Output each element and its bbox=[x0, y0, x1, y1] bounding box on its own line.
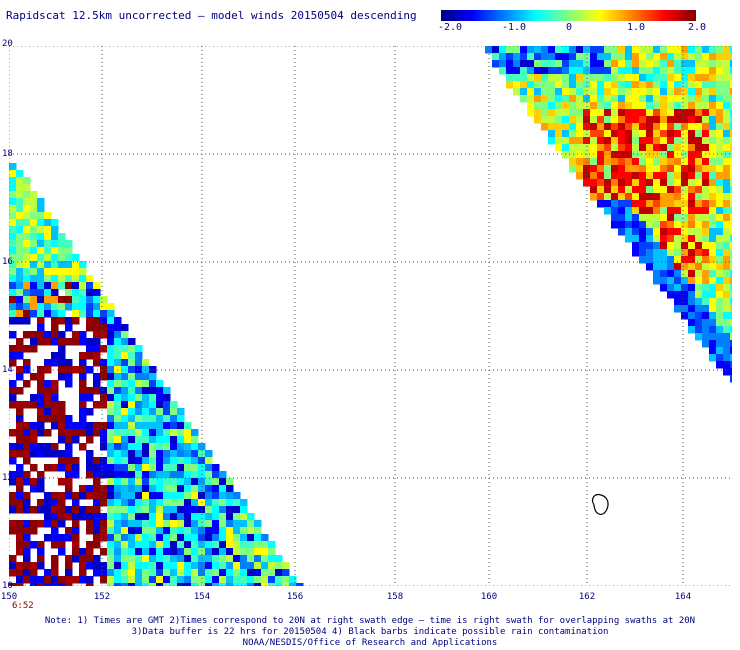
lon-label: 162 bbox=[578, 592, 596, 602]
map-gridlines bbox=[9, 46, 732, 586]
lat-label: 20 bbox=[2, 39, 13, 49]
lat-label: 18 bbox=[2, 149, 13, 159]
island-coastline bbox=[591, 493, 609, 515]
map-title: Rapidscat 12.5km uncorrected — model win… bbox=[6, 9, 417, 22]
colorbar-tick: -2.0 bbox=[437, 22, 463, 33]
colorbar-tick: 1.0 bbox=[626, 22, 646, 33]
lon-label: 152 bbox=[93, 592, 111, 602]
lat-label: 16 bbox=[2, 257, 13, 267]
colorbar bbox=[441, 10, 696, 21]
swath-time: 6:52 bbox=[12, 601, 34, 611]
lat-label: 14 bbox=[2, 365, 13, 375]
lon-label: 150 bbox=[0, 592, 18, 602]
colorbar-tick: 0 bbox=[565, 22, 573, 33]
lat-label: 12 bbox=[2, 473, 13, 483]
lon-label: 154 bbox=[193, 592, 211, 602]
colorbar-tick: -1.0 bbox=[501, 22, 527, 33]
wind-map-plot bbox=[9, 46, 732, 586]
note-line-2: 3)Data buffer is 22 hrs for 20150504 4) … bbox=[131, 627, 609, 637]
lat-label: 10 bbox=[2, 581, 13, 591]
note-line-1: Note: 1) Times are GMT 2)Times correspon… bbox=[44, 616, 696, 626]
lon-label: 158 bbox=[386, 592, 404, 602]
note-line-3: NOAA/NESDIS/Office of Research and Appli… bbox=[242, 638, 498, 648]
wind-cells bbox=[9, 46, 732, 586]
lon-label: 160 bbox=[480, 592, 498, 602]
lon-label: 156 bbox=[286, 592, 304, 602]
colorbar-tick: 2.0 bbox=[687, 22, 707, 33]
lon-label: 164 bbox=[674, 592, 692, 602]
